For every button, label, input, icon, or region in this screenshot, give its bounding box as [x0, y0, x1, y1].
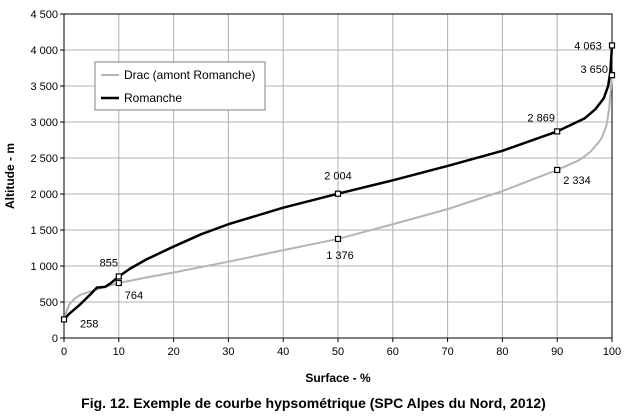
data-label: 3 650 — [580, 64, 608, 76]
x-tick-label: 90 — [551, 346, 563, 358]
series-line-drac — [63, 75, 613, 320]
data-label: 1 376 — [326, 250, 354, 262]
x-tick-label: 80 — [496, 346, 508, 358]
data-marker — [60, 316, 68, 323]
x-tick-label: 100 — [603, 346, 621, 358]
data-label: 855 — [100, 257, 118, 269]
series-line-romanche — [63, 45, 614, 321]
y-tick-label: 1 000 — [30, 261, 58, 273]
data-label: 258 — [80, 318, 98, 330]
x-tick-label: 10 — [113, 346, 125, 358]
y-tick-label: 1 500 — [30, 225, 58, 237]
x-tick-label: 40 — [277, 346, 289, 358]
legend-box — [94, 61, 266, 111]
x-tick-label: 50 — [332, 346, 344, 358]
data-marker — [554, 128, 561, 135]
y-axis-ticks: 0 500 1 000 1 500 2 000 2 500 3 000 3 500 4 000 4… — [30, 9, 64, 345]
data-marker — [115, 273, 122, 280]
y-tick-label: 2 000 — [30, 189, 58, 201]
x-tick-label: 30 — [222, 346, 234, 358]
data-label: 2 869 — [527, 112, 555, 124]
x-tick-label: 60 — [387, 346, 399, 358]
y-tick-label: 3 000 — [30, 117, 58, 129]
x-axis-ticks: 0 10 20 30 40 50 60 70 80 90 100 — [61, 338, 621, 358]
y-tick-label: 3 500 — [30, 81, 58, 93]
legend-label-romanche: Romanche — [124, 91, 182, 105]
legend-label-drac: Drac (amont Romanche) — [124, 68, 255, 82]
data-label: 764 — [125, 290, 143, 302]
y-tick-label: 0 — [52, 333, 58, 345]
x-axis-title: Surface - % — [305, 371, 371, 385]
data-label: 2 334 — [563, 175, 591, 187]
figure-caption: Fig. 12. Exemple de courbe hypsométrique… — [81, 395, 546, 411]
data-label: 4 063 — [574, 40, 602, 52]
x-tick-label: 0 — [61, 346, 67, 358]
x-tick-label: 70 — [441, 346, 453, 358]
data-marker — [334, 190, 342, 197]
series-markers — [60, 42, 616, 323]
x-tick-label: 20 — [167, 346, 179, 358]
y-tick-label: 500 — [40, 297, 58, 309]
y-tick-label: 4 000 — [30, 45, 58, 57]
legend: Drac (amont Romanche) Romanche — [94, 61, 266, 111]
y-tick-label: 2 500 — [30, 153, 58, 165]
data-marker — [554, 166, 561, 174]
data-marker — [115, 279, 122, 287]
data-label: 2 004 — [324, 171, 352, 183]
data-marker — [608, 42, 616, 49]
y-tick-label: 4 500 — [30, 9, 58, 21]
y-axis-title: Altitude - m — [3, 143, 17, 209]
data-marker — [608, 72, 616, 79]
series-lines — [63, 45, 614, 321]
data-marker — [334, 235, 342, 243]
point-labels: 764 1 376 2 334 3 650 258 855 2 004 2 869 4 063 — [80, 40, 608, 330]
